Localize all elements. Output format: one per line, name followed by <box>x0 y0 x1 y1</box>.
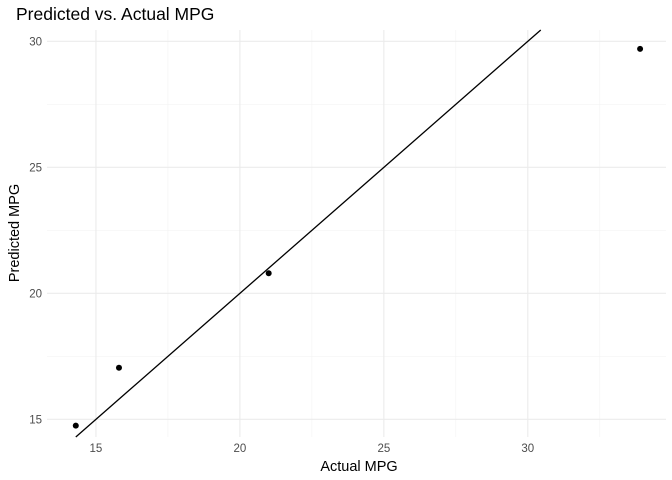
y-tick-label: 15 <box>29 414 42 426</box>
x-axis-ticks: 15 20 25 30 <box>90 443 535 455</box>
x-tick-label: 20 <box>233 443 246 455</box>
data-points <box>72 45 644 429</box>
data-point <box>72 422 79 429</box>
grid <box>47 30 666 437</box>
x-tick-label: 15 <box>90 443 103 455</box>
y-tick-label: 30 <box>29 36 42 48</box>
y-tick-label: 20 <box>29 288 42 300</box>
y-tick-label: 25 <box>29 162 42 174</box>
reference-line <box>75 29 542 438</box>
data-point <box>637 45 644 52</box>
y-axis-ticks: 15 20 25 30 <box>29 36 42 426</box>
x-tick-label: 30 <box>521 443 534 455</box>
x-tick-label: 25 <box>377 443 390 455</box>
reference-line-group <box>75 29 542 438</box>
data-point <box>265 270 272 277</box>
chart-title: Predicted vs. Actual MPG <box>16 4 214 24</box>
data-point <box>115 364 122 371</box>
x-axis-label: Actual MPG <box>320 459 397 475</box>
y-axis-label: Predicted MPG <box>7 184 23 282</box>
